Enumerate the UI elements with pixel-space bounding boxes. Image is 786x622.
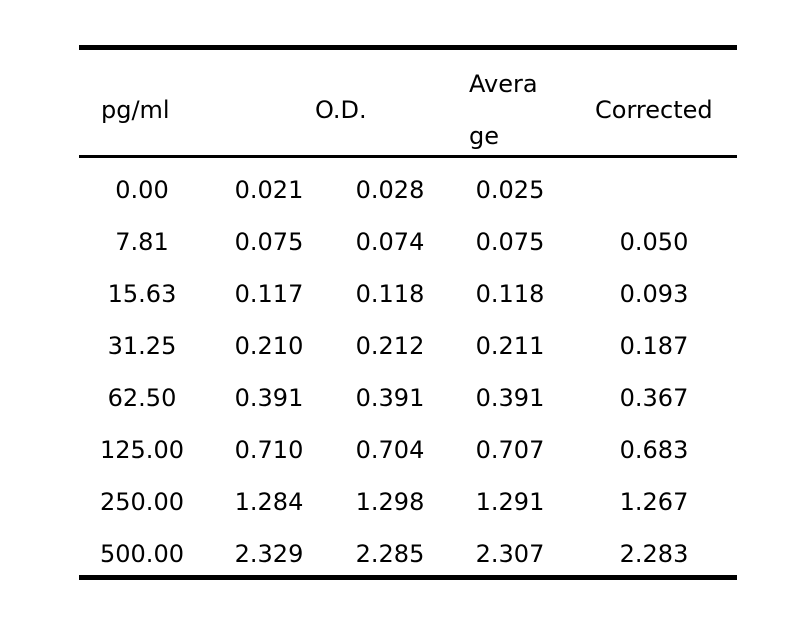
cell-pgml: 125.00 — [100, 436, 184, 464]
table-row: 125.00 0.710 0.704 0.707 0.683 — [79, 426, 737, 478]
header-average-line2: ge — [469, 122, 499, 150]
header-corrected: Corrected — [595, 96, 713, 124]
table-top-rule — [79, 45, 737, 50]
cell-corrected: 0.050 — [619, 228, 689, 256]
table-bottom-rule — [79, 575, 737, 580]
cell-corrected: 0.367 — [619, 384, 689, 412]
cell-average: 2.307 — [475, 540, 545, 568]
table-row: 15.63 0.117 0.118 0.118 0.093 — [79, 270, 737, 322]
cell-od1: 0.021 — [234, 176, 304, 204]
table-row: 500.00 2.329 2.285 2.307 2.283 — [79, 530, 737, 582]
table-row: 62.50 0.391 0.391 0.391 0.367 — [79, 374, 737, 426]
cell-corrected: 2.283 — [619, 540, 689, 568]
cell-corrected: 1.267 — [619, 488, 689, 516]
cell-corrected: 0.093 — [619, 280, 689, 308]
cell-od1: 0.710 — [234, 436, 304, 464]
header-od: O.D. — [315, 96, 367, 124]
cell-average: 0.391 — [475, 384, 545, 412]
cell-average: 0.025 — [475, 176, 545, 204]
cell-od1: 2.329 — [234, 540, 304, 568]
cell-average: 0.211 — [475, 332, 545, 360]
cell-od2: 0.118 — [355, 280, 425, 308]
cell-od2: 1.298 — [355, 488, 425, 516]
cell-pgml: 31.25 — [107, 332, 177, 360]
cell-average: 1.291 — [475, 488, 545, 516]
table-header-rule — [79, 155, 737, 158]
table-row: 0.00 0.021 0.028 0.025 — [79, 166, 737, 218]
cell-pgml: 15.63 — [107, 280, 177, 308]
table-body: 0.00 0.021 0.028 0.025 7.81 0.075 0.074 … — [79, 166, 737, 582]
cell-od1: 1.284 — [234, 488, 304, 516]
cell-pgml: 0.00 — [115, 176, 169, 204]
table-row: 7.81 0.075 0.074 0.075 0.050 — [79, 218, 737, 270]
cell-pgml: 250.00 — [100, 488, 184, 516]
cell-od2: 0.074 — [355, 228, 425, 256]
cell-pgml: 62.50 — [107, 384, 177, 412]
cell-average: 0.707 — [475, 436, 545, 464]
cell-od1: 0.117 — [234, 280, 304, 308]
cell-od1: 0.391 — [234, 384, 304, 412]
cell-od1: 0.075 — [234, 228, 304, 256]
table-row: 250.00 1.284 1.298 1.291 1.267 — [79, 478, 737, 530]
cell-od2: 0.391 — [355, 384, 425, 412]
cell-od2: 0.704 — [355, 436, 425, 464]
header-pgml: pg/ml — [101, 96, 170, 124]
cell-od2: 0.028 — [355, 176, 425, 204]
cell-corrected: 0.683 — [619, 436, 689, 464]
cell-average: 0.075 — [475, 228, 545, 256]
table-row: 31.25 0.210 0.212 0.211 0.187 — [79, 322, 737, 374]
header-average-line1: Avera — [469, 70, 538, 98]
cell-od1: 0.210 — [234, 332, 304, 360]
table-header: pg/ml O.D. Avera ge Corrected — [79, 58, 737, 154]
cell-corrected: 0.187 — [619, 332, 689, 360]
cell-pgml: 7.81 — [115, 228, 169, 256]
cell-pgml: 500.00 — [100, 540, 184, 568]
cell-average: 0.118 — [475, 280, 545, 308]
cell-od2: 0.212 — [355, 332, 425, 360]
cell-od2: 2.285 — [355, 540, 425, 568]
